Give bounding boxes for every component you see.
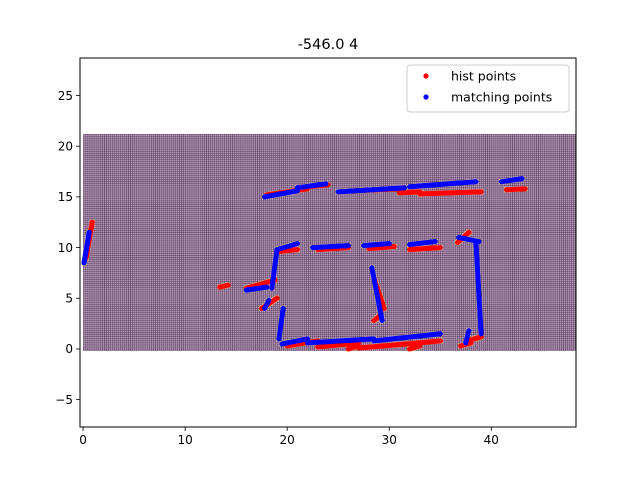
point-matching-points bbox=[478, 331, 484, 337]
point-hist-points bbox=[89, 219, 95, 225]
legend-box bbox=[406, 64, 570, 113]
point-matching-points bbox=[280, 305, 286, 311]
legend-label-matching-points: matching points bbox=[451, 90, 552, 105]
point-matching-points bbox=[519, 176, 525, 182]
x-tick-label: 20 bbox=[280, 433, 295, 447]
x-tick-label: 0 bbox=[79, 433, 87, 447]
x-tick-label: 30 bbox=[382, 433, 397, 447]
point-hist-points bbox=[274, 295, 280, 301]
point-hist-points bbox=[294, 246, 300, 253]
point-matching-points bbox=[266, 297, 272, 303]
y-tick-label: 0 bbox=[65, 342, 73, 356]
point-hist-points bbox=[522, 186, 528, 192]
point-matching-points bbox=[386, 240, 392, 247]
point-hist-points bbox=[391, 243, 397, 250]
point-matching-points bbox=[437, 331, 443, 337]
heatmap-grid bbox=[83, 134, 576, 351]
plot-area bbox=[80, 58, 576, 427]
point-matching-points bbox=[473, 179, 479, 185]
legend: hist points matching points bbox=[406, 64, 570, 113]
y-tick-label: 10 bbox=[58, 241, 73, 255]
point-matching-points bbox=[345, 242, 352, 249]
point-hist-points bbox=[437, 244, 443, 251]
point-matching-points bbox=[294, 240, 300, 247]
point-hist-points bbox=[381, 305, 387, 311]
y-tick-label: −5 bbox=[55, 393, 73, 407]
point-hist-points bbox=[478, 189, 484, 195]
point-matching-points bbox=[379, 317, 385, 324]
point-hist-points bbox=[225, 282, 231, 288]
y-tick-label: 15 bbox=[58, 190, 73, 204]
scatter-points bbox=[81, 176, 528, 352]
point-matching-points bbox=[401, 185, 408, 191]
point-matching-points bbox=[323, 181, 329, 187]
point-hist-points bbox=[437, 338, 443, 344]
point-matching-points bbox=[86, 229, 92, 235]
legend-marker-matching-points bbox=[423, 94, 429, 100]
point-hist-points bbox=[356, 343, 362, 349]
axis-ticks: 0 10 20 30 40 −5 0 5 10 15 20 25 bbox=[55, 89, 499, 447]
point-hist-points bbox=[466, 229, 472, 235]
x-tick-label: 10 bbox=[177, 433, 192, 447]
legend-label-hist-points: hist points bbox=[451, 69, 516, 84]
x-tick-label: 40 bbox=[484, 433, 499, 447]
chart-title: -546.0 4 bbox=[298, 37, 359, 53]
legend-marker-hist-points bbox=[423, 73, 429, 79]
y-tick-label: 25 bbox=[58, 89, 73, 103]
background-heatmap bbox=[83, 134, 576, 351]
y-tick-label: 20 bbox=[58, 139, 73, 153]
point-matching-points bbox=[432, 238, 438, 245]
axes-frame bbox=[79, 57, 577, 428]
point-matching-points bbox=[466, 328, 472, 334]
point-matching-points bbox=[304, 336, 311, 342]
y-tick-label: 5 bbox=[65, 292, 73, 306]
point-matching-points bbox=[264, 284, 270, 290]
